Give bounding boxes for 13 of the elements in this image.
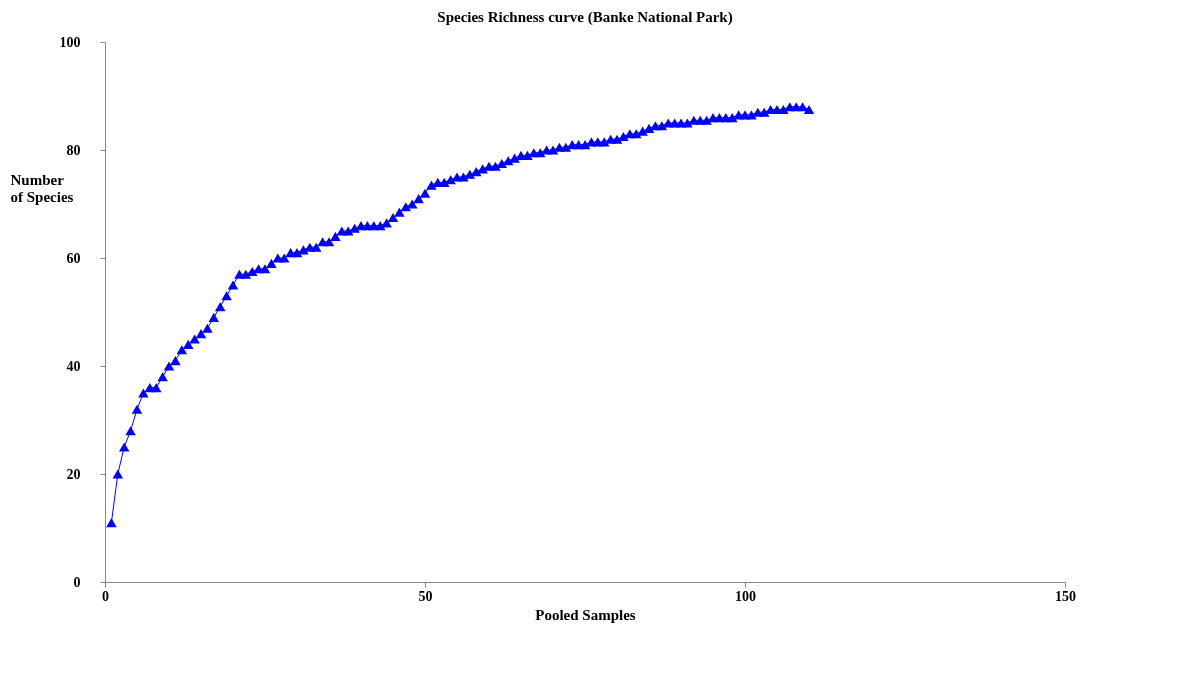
x-tick-label: 50	[418, 588, 433, 604]
x-tick-label: 0	[102, 588, 109, 604]
y-tick-label: 0	[73, 574, 81, 590]
chart-title: Species Richness curve (Banke National Park)	[437, 9, 733, 26]
y-tick-label: 60	[66, 250, 81, 266]
x-tick-label: 150	[1055, 588, 1076, 604]
y-tick-label: 20	[66, 466, 81, 482]
x-tick-label: 100	[735, 588, 756, 604]
x-axis-title: Pooled Samples	[535, 606, 636, 623]
y-tick-label: 100	[59, 34, 81, 50]
y-tick-label: 80	[66, 142, 81, 158]
y-axis-title: Number of Species	[10, 171, 74, 205]
y-tick-label: 40	[66, 358, 81, 374]
